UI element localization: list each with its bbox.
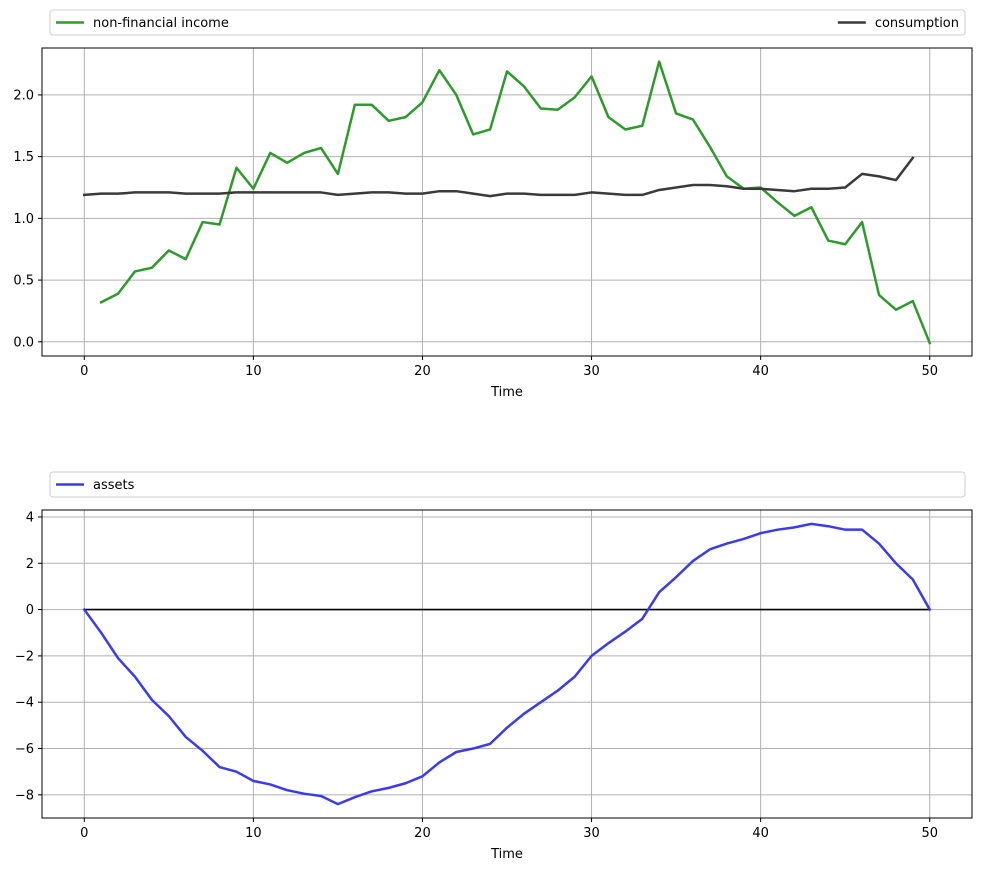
chart-1: 0 10 20 30 40 50 0.0 0.5 1.0 1.5 2.0 Time non-financ… (13, 9, 973, 400)
x-tick-label: 40 (752, 826, 769, 841)
grid (42, 48, 972, 356)
y-tick-label: −4 (15, 696, 34, 711)
x-tick-label: 10 (245, 826, 262, 841)
x-tick-label: 50 (921, 364, 938, 379)
axes-frame (41, 509, 973, 819)
y-tick-label: −8 (15, 788, 34, 803)
x-tick-label: 0 (80, 826, 88, 841)
x-tick-label: 20 (414, 364, 431, 379)
x-tick-label: 10 (245, 364, 262, 379)
legend-label: non-financial income (93, 16, 229, 31)
y-tick-label: 1.0 (13, 212, 34, 227)
legend-box (49, 471, 966, 498)
y-tick-label: −2 (15, 649, 34, 664)
y-tick-label: −6 (15, 742, 34, 757)
chart-2: 0 10 20 30 40 50 −8 −6 −4 −2 0 2 4 Time assets (15, 471, 973, 862)
x-tick-label: 20 (414, 826, 431, 841)
legend-label: consumption (875, 16, 959, 31)
x-tick-label: 0 (80, 364, 88, 379)
y-tick-label: 2 (26, 557, 34, 572)
x-tick-label: 30 (583, 826, 600, 841)
y-tick-label: 0.0 (13, 335, 34, 350)
x-axis-label: Time (490, 847, 523, 862)
series-line-consumption (82, 156, 915, 198)
x-axis-label: Time (490, 385, 523, 400)
legend-box (49, 9, 966, 36)
x-tick-label: 50 (921, 826, 938, 841)
x-tick-label: 40 (752, 364, 769, 379)
series-line-non-financial-income (99, 60, 932, 345)
y-tick-label: 0.5 (13, 274, 34, 289)
series-line-assets (82, 522, 932, 806)
grid (42, 510, 972, 818)
y-tick-label: 0 (26, 603, 34, 618)
legend: assets (49, 471, 966, 498)
y-tick-label: 4 (26, 510, 34, 525)
x-tick-label: 30 (583, 364, 600, 379)
axes-frame (41, 47, 973, 357)
y-tick-label: 1.5 (13, 150, 34, 165)
y-tick-label: 2.0 (13, 88, 34, 103)
legend: non-financial income consumption (49, 9, 966, 36)
legend-label: assets (93, 478, 135, 493)
